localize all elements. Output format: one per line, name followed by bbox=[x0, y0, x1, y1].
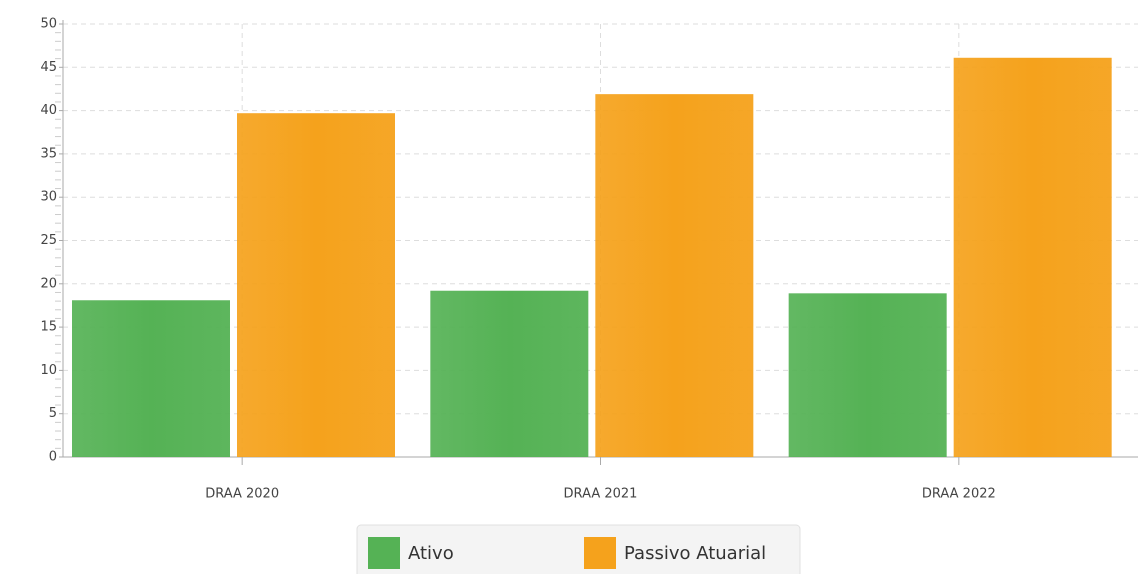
legend-label: Passivo Atuarial bbox=[624, 543, 766, 564]
y-tick-label: 35 bbox=[40, 146, 57, 161]
legend-label: Ativo bbox=[408, 543, 454, 564]
legend-box bbox=[356, 524, 801, 574]
y-tick-label: 15 bbox=[40, 320, 57, 335]
bar bbox=[237, 113, 395, 457]
x-tick-label: DRAA 2020 bbox=[205, 487, 279, 502]
y-tick-label: 20 bbox=[40, 276, 57, 291]
y-tick-label: 10 bbox=[40, 363, 57, 378]
legend-swatch bbox=[368, 537, 400, 569]
y-tick-label: 50 bbox=[40, 17, 57, 32]
y-tick-label: 0 bbox=[49, 450, 57, 465]
bar bbox=[72, 300, 230, 457]
y-tick-label: 5 bbox=[49, 406, 57, 421]
legend-swatch bbox=[584, 537, 616, 569]
bar bbox=[595, 94, 754, 458]
x-tick-label: DRAA 2022 bbox=[922, 487, 996, 502]
y-tick-label: 30 bbox=[40, 190, 57, 205]
y-tick-label: 45 bbox=[40, 60, 57, 75]
x-tick-label: DRAA 2021 bbox=[564, 487, 638, 502]
y-tick-label: 40 bbox=[40, 103, 57, 118]
y-tick-label: 25 bbox=[40, 233, 57, 248]
bar bbox=[953, 57, 1112, 458]
bar bbox=[788, 293, 947, 457]
bar bbox=[430, 290, 589, 457]
